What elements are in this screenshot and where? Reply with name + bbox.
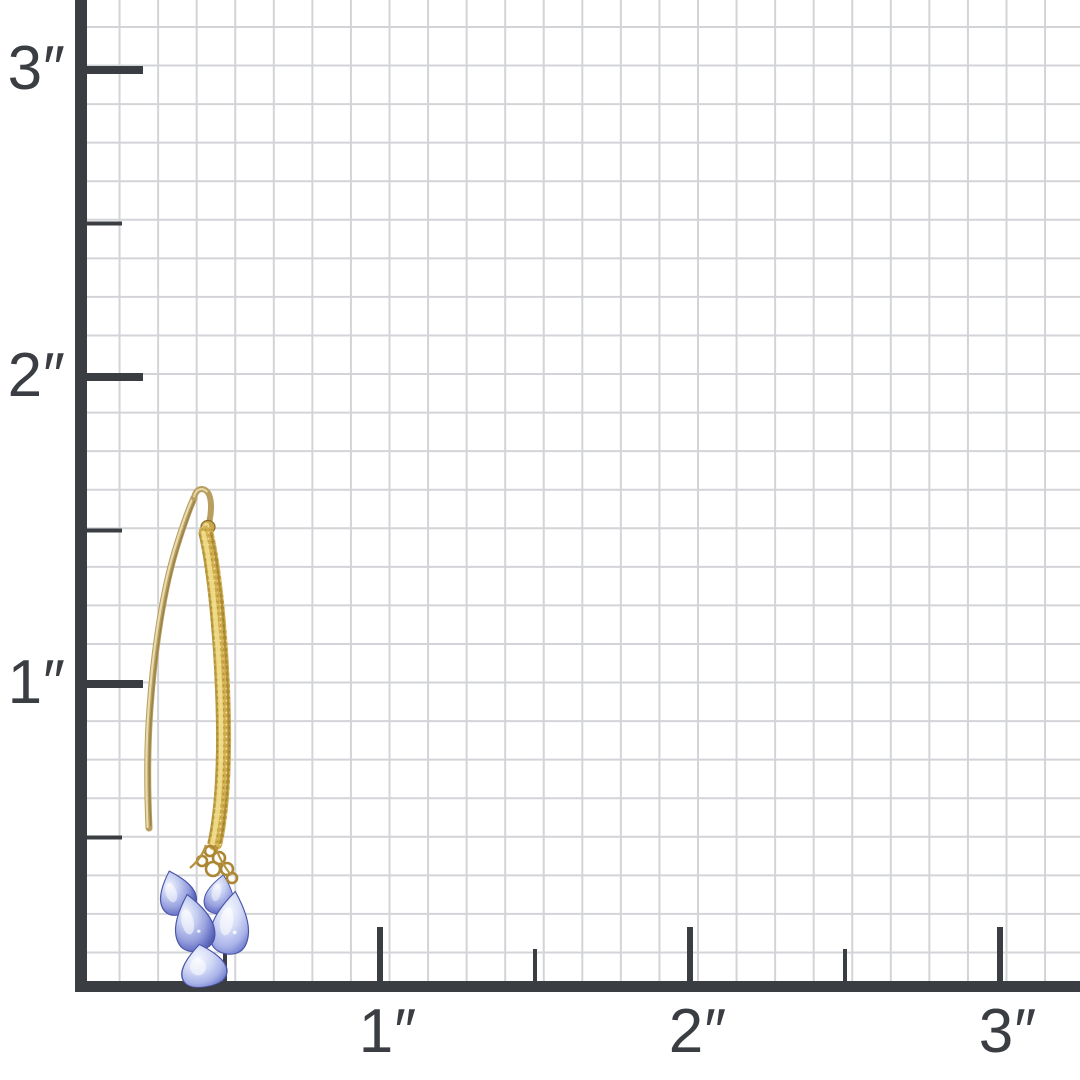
jump-rings (189, 844, 239, 885)
y-minor-tick-2.5in (87, 221, 122, 226)
gem-drop-bottom (181, 943, 228, 988)
ear-wire-hook (191, 486, 214, 524)
y-major-tick-1in (87, 680, 143, 688)
textured-gold-bar (198, 525, 232, 851)
x-axis-bar (75, 981, 1080, 992)
y-axis-bar (75, 0, 87, 992)
x-major-tick-2in (687, 927, 693, 981)
y-minor-tick-0.5in (87, 835, 122, 840)
y-major-tick-2in (87, 373, 143, 381)
x-major-tick-3in (997, 927, 1003, 981)
gem-drop-right-large (209, 890, 250, 955)
x-minor-tick-1.5in (533, 949, 537, 981)
x-major-tick-1in (377, 927, 383, 981)
earring-photo (144, 486, 250, 988)
ear-wire (144, 494, 198, 832)
y-minor-tick-1.5in (87, 528, 122, 533)
grid-lines (81, 0, 1080, 981)
x-minor-tick-2.5in (843, 949, 847, 981)
ruler-axes (75, 0, 1080, 992)
y-major-tick-3in (87, 66, 143, 74)
